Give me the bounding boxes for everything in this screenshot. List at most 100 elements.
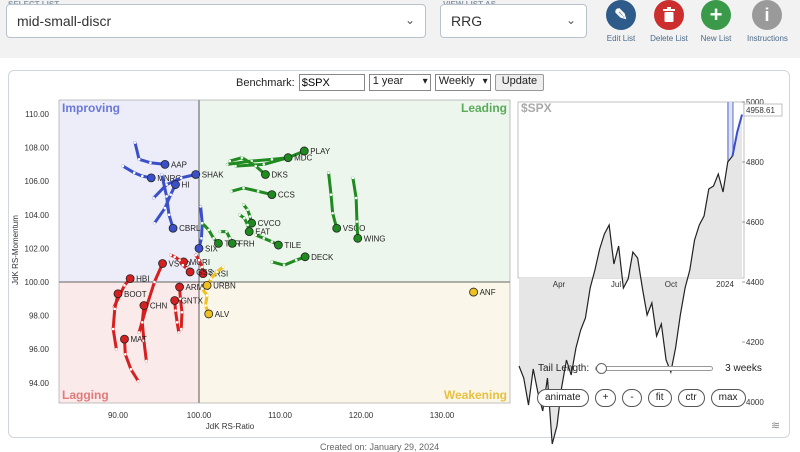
delete-list-button[interactable]: Delete List	[649, 0, 689, 43]
chevron-down-icon: ⌄	[404, 13, 415, 27]
tail-point	[174, 309, 177, 312]
tail-point	[141, 321, 144, 324]
y-tick-label: 104.00	[25, 211, 50, 220]
ticker-label: FRH	[238, 239, 255, 248]
x-tick-label: 90.00	[108, 411, 129, 420]
ticker-head	[113, 289, 123, 299]
chevron-down-icon: ⌄	[565, 13, 576, 27]
edit-list-label: Edit List	[606, 34, 636, 43]
tail-point	[256, 189, 260, 193]
view-select[interactable]: RRG ⌄	[440, 4, 587, 38]
ticker-label: CBRL	[179, 224, 201, 233]
tail-point	[197, 258, 201, 262]
tail-line	[229, 186, 274, 197]
tail-point	[137, 331, 141, 334]
tail-point	[205, 294, 209, 297]
tail-point	[228, 159, 232, 163]
ticker-label: MNRO	[157, 174, 181, 183]
period-select[interactable]: 1 year	[368, 74, 431, 91]
max-button[interactable]: max	[710, 389, 746, 407]
ticker-head	[146, 173, 156, 183]
benchmark-y-tick-label: 4000	[746, 398, 764, 407]
ticker-label: URBN	[213, 281, 236, 290]
ticker-head	[469, 287, 478, 297]
ticker-label: CRSI	[209, 270, 228, 279]
ticker-head	[299, 146, 309, 156]
y-tick-label: 108.00	[25, 144, 50, 153]
instructions-button[interactable]: i Instructions	[747, 0, 788, 43]
benchmark-x-tick-label: Apr	[553, 280, 566, 289]
tail-point	[207, 228, 211, 232]
ticker-head	[283, 153, 293, 163]
ticker-head	[171, 180, 180, 189]
tail-point	[248, 215, 252, 218]
tail-line	[327, 171, 339, 230]
tail-point	[234, 164, 237, 168]
tail-point	[123, 284, 126, 287]
tail-point	[270, 158, 274, 161]
animate-button[interactable]: animate	[537, 389, 589, 407]
center-button[interactable]: ctr	[677, 389, 705, 407]
resize-handle-icon[interactable]: ≋	[771, 420, 781, 432]
tail-point	[215, 270, 219, 274]
ticker-head	[204, 309, 214, 319]
quadrant-improving	[59, 100, 199, 282]
tail-line	[122, 337, 140, 383]
new-list-label: New List	[700, 34, 732, 43]
quadrant-weakening	[199, 282, 510, 403]
benchmark-y-tick-label: 4800	[746, 158, 764, 167]
tail-point	[238, 213, 241, 217]
tail-point	[179, 327, 183, 331]
tail-point	[230, 189, 233, 193]
tail-point	[200, 287, 204, 291]
ticker-label: VSCO	[343, 224, 366, 233]
tail-point	[142, 339, 146, 343]
benchmark-controls: Benchmark: 1 year Weekly Update	[236, 74, 545, 91]
tail-length-control: Tail Length: 3 weeks	[538, 363, 770, 374]
info-icon: i	[752, 0, 782, 30]
ticker-head	[191, 170, 201, 179]
slider-handle[interactable]	[596, 363, 608, 374]
tail-point	[132, 171, 136, 175]
tail-point	[226, 163, 229, 166]
tail-point	[178, 258, 181, 262]
update-button[interactable]: Update	[494, 74, 545, 91]
tail-line	[270, 255, 307, 267]
zoom-out-button[interactable]: -	[622, 389, 642, 407]
ticker-label: VSVD	[169, 260, 191, 269]
tail-point	[329, 193, 333, 196]
y-tick-label: 106.00	[25, 177, 50, 186]
y-tick-label: 110.00	[25, 110, 49, 119]
ticker-label: WING	[364, 234, 386, 243]
ticker-label: HI	[182, 181, 190, 190]
tail-point	[228, 237, 232, 240]
tail-point	[179, 297, 182, 301]
ticker-label: SHAK	[202, 170, 224, 179]
list-select[interactable]: mid-small-discr ⌄	[6, 4, 426, 38]
benchmark-y-tick-label: 4600	[746, 218, 764, 227]
tail-point	[165, 195, 168, 198]
footer-text: Created on: January 29, 2024	[320, 442, 440, 452]
tail-length-slider[interactable]	[595, 363, 714, 374]
ticker-head	[158, 259, 167, 268]
tail-point	[136, 379, 140, 383]
benchmark-line	[518, 114, 743, 445]
new-list-button[interactable]: + New List	[696, 0, 736, 43]
tail-line	[197, 204, 204, 250]
ticker-label: MAT	[130, 335, 146, 344]
fit-button[interactable]: fit	[647, 389, 672, 407]
quadrant-label-weakening: Weakening	[444, 388, 507, 402]
benchmark-x-tick-label: Oct	[665, 280, 678, 289]
delete-list-label: Delete List	[650, 34, 688, 43]
zoom-in-button[interactable]: +	[594, 389, 617, 407]
tail-point	[200, 237, 203, 240]
edit-list-button[interactable]: ✎ Edit List	[601, 0, 641, 43]
frequency-select[interactable]: Weekly	[434, 74, 491, 91]
ticker-label: SIX	[205, 244, 219, 253]
tail-point	[111, 327, 115, 331]
benchmark-input[interactable]	[298, 74, 365, 91]
quadrant-label-improving: Improving	[62, 101, 120, 115]
tail-point	[209, 277, 213, 280]
y-tick-label: 100.00	[25, 278, 50, 287]
